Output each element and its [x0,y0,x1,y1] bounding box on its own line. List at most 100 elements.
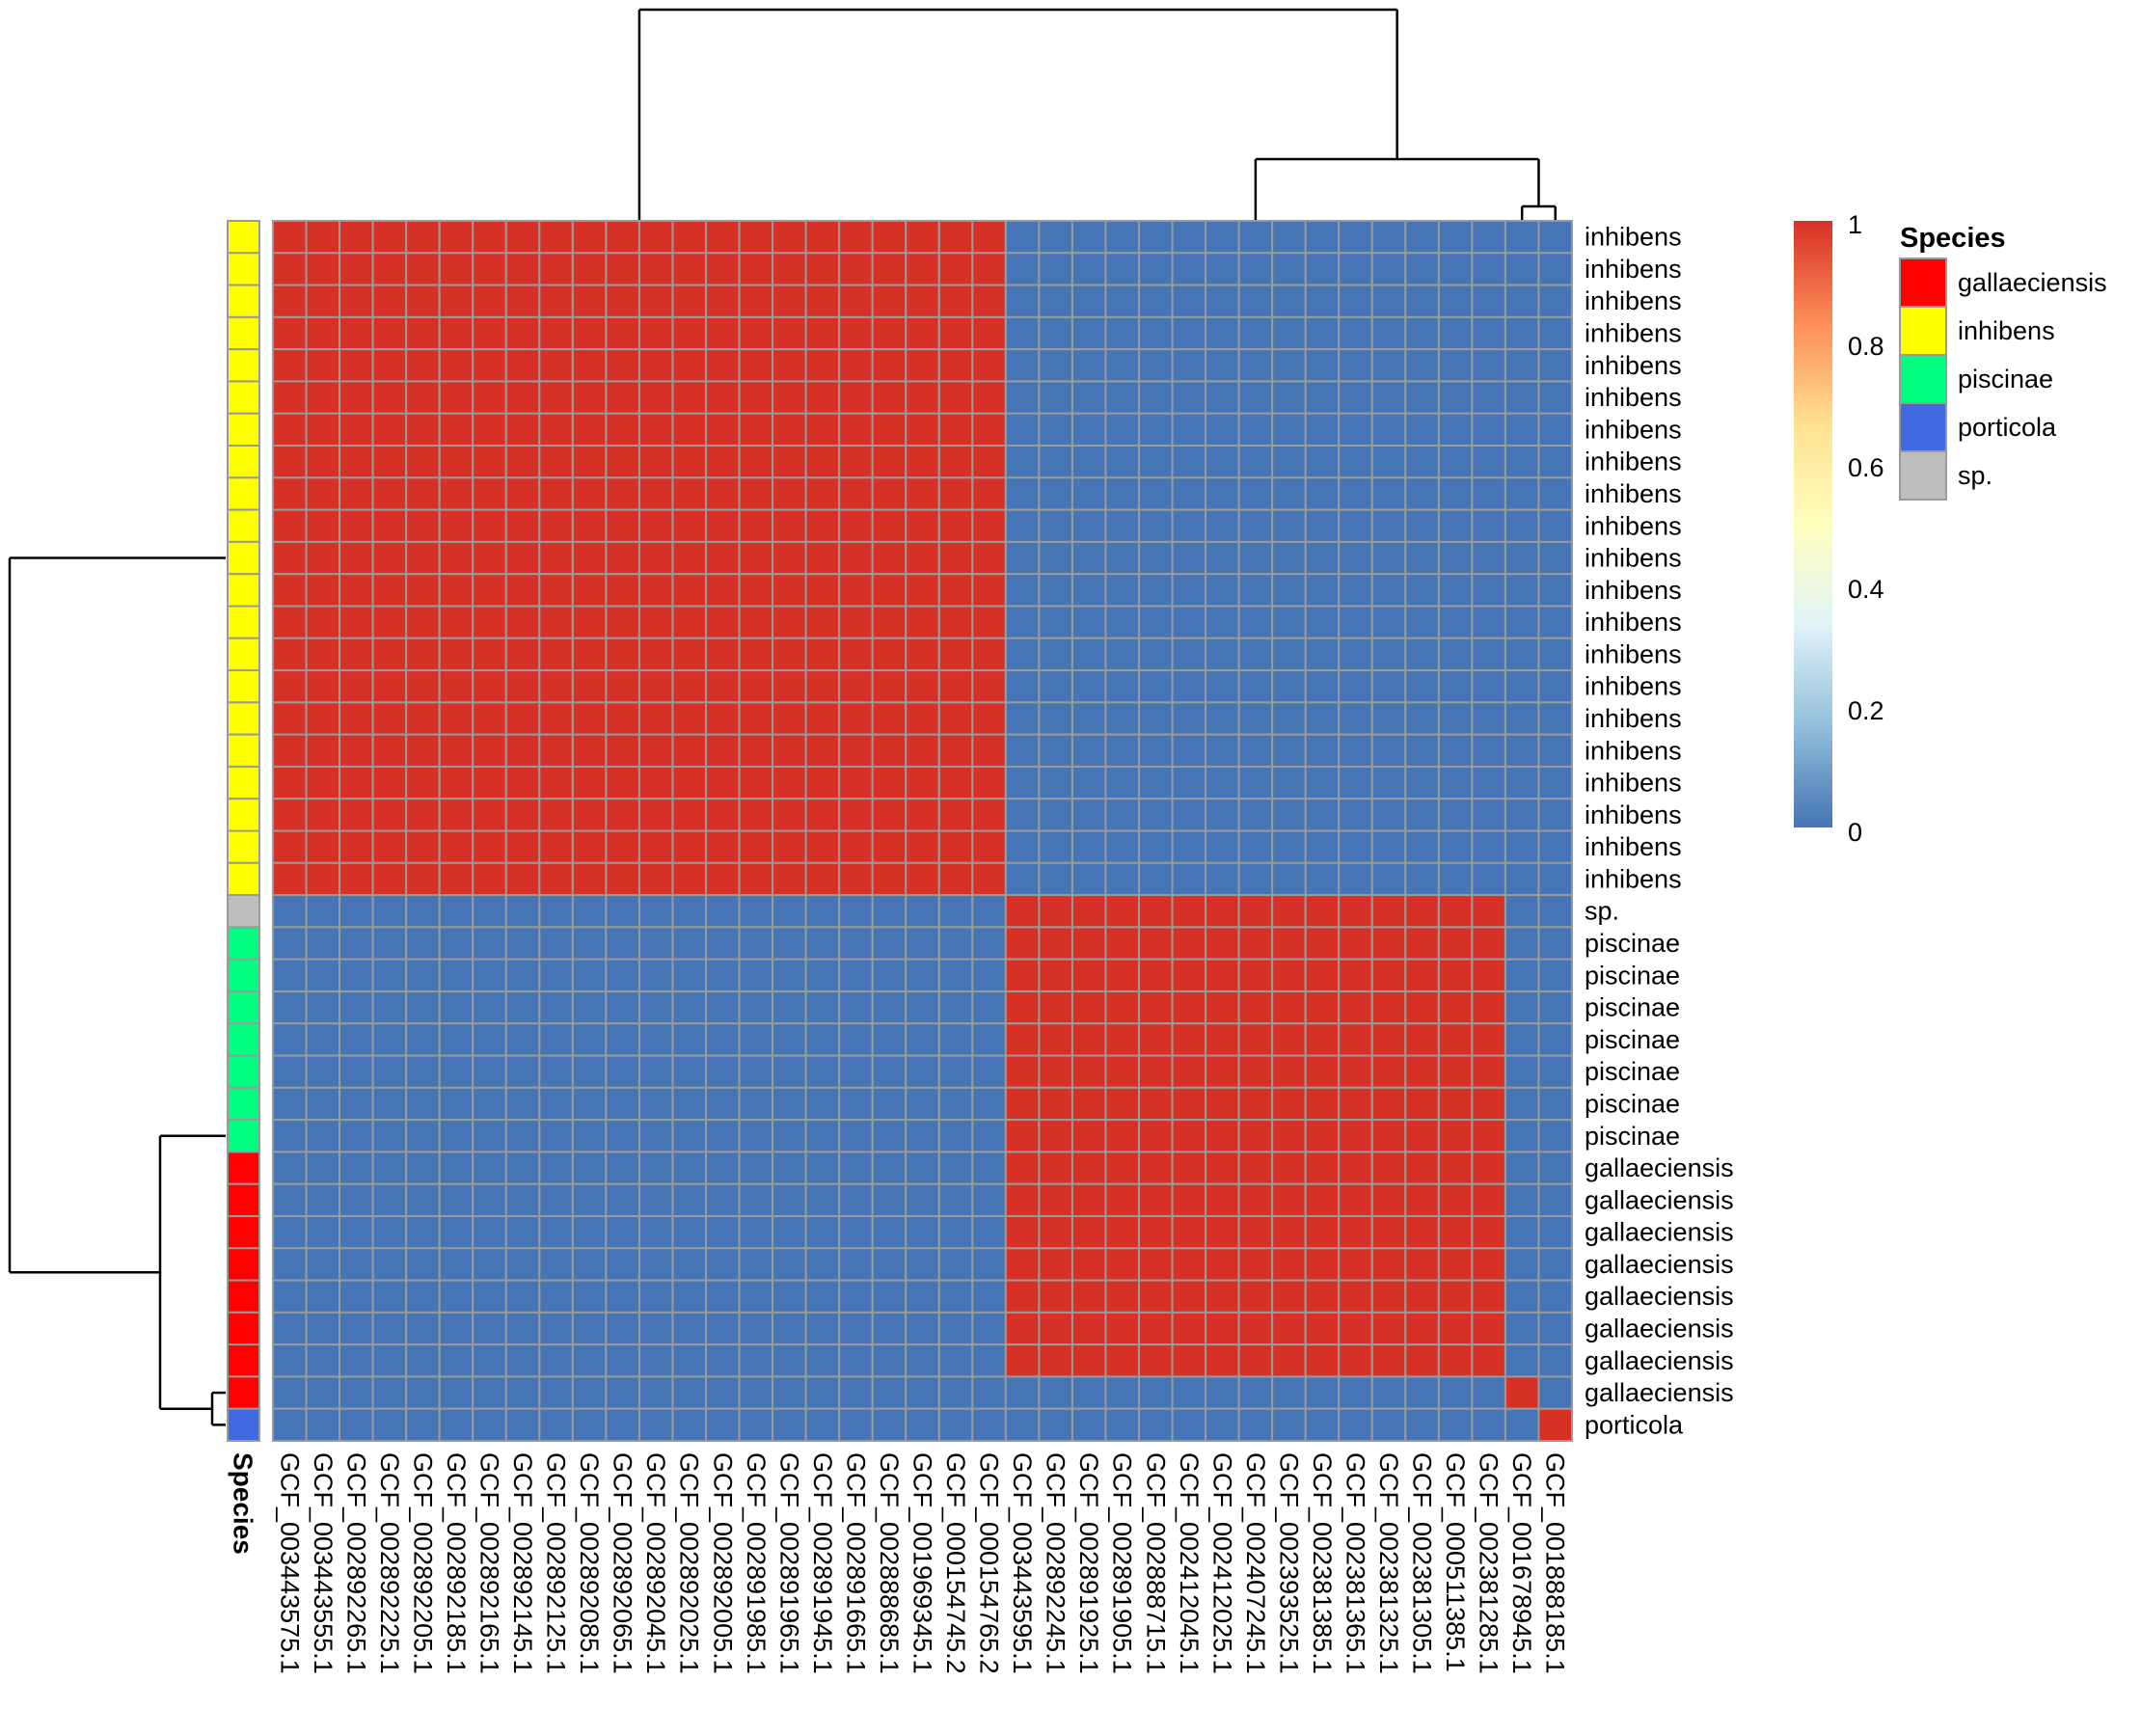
heatmap-cell [1004,861,1041,897]
heatmap-cell [1271,829,1307,864]
heatmap-cell [1370,605,1407,639]
heatmap-cell [504,1151,541,1185]
colorbar-gradient [1794,221,1832,827]
heatmap-cell [1237,220,1274,255]
heatmap-cell [1138,829,1174,864]
heatmap-cell [571,1407,608,1443]
heatmap-cell [1504,1086,1540,1122]
heatmap-cell [871,1343,908,1378]
heatmap-cell [1338,1279,1373,1314]
heatmap-cell [571,605,608,639]
heatmap-cell [804,1247,841,1282]
heatmap-cell [1237,894,1274,929]
heatmap-cell [804,1214,841,1250]
heatmap-cell [371,315,408,351]
heatmap-cell [605,412,640,448]
species-legend-swatch [1899,258,1947,308]
heatmap-cell [405,829,441,864]
heatmap-cell [605,1343,640,1378]
heatmap-cell [472,1375,507,1410]
heatmap-cell [738,1054,774,1089]
heatmap-cell [405,573,441,608]
heatmap-cell [438,508,474,543]
heatmap-cell [772,1407,807,1443]
heatmap-cell [405,926,441,961]
heatmap-cell [1205,958,1240,992]
heatmap-cell [305,348,341,383]
heatmap-cell [905,1182,940,1217]
heatmap-cell [1370,348,1407,383]
heatmap-cell [1138,508,1174,543]
heatmap-cell [838,1086,874,1122]
row-label: gallaeciensis [1585,1282,1734,1311]
heatmap-cell [1338,1247,1373,1282]
row-label: inhibens [1585,704,1682,733]
heatmap-cell [1205,926,1240,961]
heatmap-cell [905,284,940,318]
heatmap-cell [705,284,741,318]
heatmap-cell [472,1054,507,1089]
heatmap-cell [371,1119,408,1153]
heatmap-cell [339,605,374,639]
species-annotation-cell [227,476,260,511]
heatmap-cell [1471,348,1506,383]
heatmap-cell [1370,284,1407,318]
heatmap-cell [1237,798,1274,832]
heatmap-cell [1237,1022,1274,1057]
heatmap-cell [1404,445,1440,479]
heatmap-cell [571,669,608,704]
heatmap-cell [405,1054,441,1089]
heatmap-cell [1370,573,1407,608]
heatmap-cell [1205,508,1240,543]
heatmap-cell [971,220,1007,255]
heatmap-cell [571,1119,608,1153]
heatmap-cell [1070,1311,1107,1346]
heatmap-cell [871,1054,908,1089]
heatmap-cell [1038,765,1073,800]
heatmap-cell [1537,861,1574,897]
heatmap-cell [1205,476,1240,511]
heatmap-cell [371,1343,408,1378]
heatmap-cell [1504,1247,1540,1282]
column-label: GCF_002891925.1 [1074,1452,1103,1674]
heatmap-cell [1338,605,1373,639]
heatmap-cell [1370,733,1407,768]
heatmap-cell [538,798,574,832]
heatmap-cell [671,1022,708,1057]
heatmap-cell [538,1022,574,1057]
heatmap-cell [1104,1279,1141,1314]
heatmap-cell [1404,798,1440,832]
heatmap-cell [905,412,940,448]
heatmap-cell [272,315,308,351]
colorbar-tick-label: 1 [1848,210,1862,239]
heatmap-cell [1171,1022,1207,1057]
heatmap-cell [637,926,674,961]
heatmap-cell [705,1182,741,1217]
heatmap-cell [971,1054,1007,1089]
heatmap-cell [1038,315,1073,351]
column-label: GCF_002891905.1 [1108,1452,1137,1674]
heatmap-cell [738,540,774,576]
heatmap-cell [1437,894,1474,929]
row-label: inhibens [1585,255,1682,284]
heatmap-cell [272,829,308,864]
heatmap-cell [339,894,374,929]
heatmap-cell [438,1407,474,1443]
heatmap-cell [1205,220,1240,255]
heatmap-cell [971,1343,1007,1378]
heatmap-cell [1537,1247,1574,1282]
heatmap-cell [272,284,308,318]
heatmap-cell [1171,990,1207,1025]
heatmap-cell [1271,348,1307,383]
heatmap-cell [1404,508,1440,543]
heatmap-cell [605,315,640,351]
heatmap-cell [1504,990,1540,1025]
species-annotation-cell [227,1214,260,1250]
heatmap-cell [305,1022,341,1057]
species-annotation-cell [227,958,260,992]
heatmap-cell [1338,252,1373,286]
heatmap-cell [671,829,708,864]
heatmap-cell [1070,637,1107,672]
heatmap-cell [504,284,541,318]
heatmap-cell [472,315,507,351]
